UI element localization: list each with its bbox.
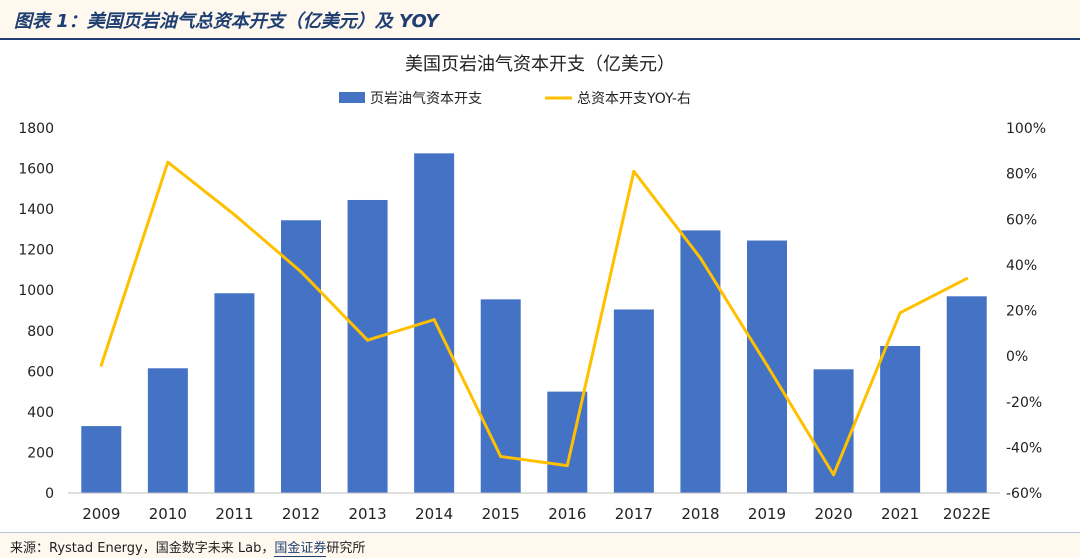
x-tick-label: 2015 [482, 505, 520, 523]
figure-header: 图表 1：美国页岩油气总资本开支（亿美元）及 YOY [0, 0, 1080, 40]
legend-bar-label: 页岩油气资本开支 [370, 91, 482, 107]
x-axis: 2009 2010 2011 2012 2013 2014 2015 2016 2017 2018… [68, 492, 1000, 523]
chart-legend: 页岩油气资本开支 总资本开支YOY-右 [339, 91, 691, 107]
legend-bar-swatch [339, 92, 365, 103]
y-right-tick-label: -60% [1006, 486, 1042, 502]
x-tick-label: 2016 [548, 505, 586, 523]
y-axis-right: -60% -40% -20% 0% 20% 40% 60% 80% 100% [1006, 121, 1046, 502]
y-left-tick-label: 1800 [18, 121, 54, 137]
y-left-tick-label: 400 [27, 405, 54, 421]
source-note: 来源：Rystad Energy，国金数字未来 Lab，国金证券研究所 [10, 537, 366, 557]
x-tick-label: 2018 [681, 505, 719, 523]
y-left-tick-label: 1200 [18, 243, 54, 259]
x-tick-label: 2017 [615, 505, 653, 523]
y-right-tick-label: 60% [1006, 212, 1037, 228]
x-tick-label: 2010 [149, 505, 187, 523]
line-point [99, 363, 103, 367]
source-prefix: 来源：Rystad Energy，国金数字未来 Lab， [10, 541, 275, 556]
line-point [898, 311, 902, 315]
y-left-tick-label: 200 [27, 445, 54, 461]
x-tick-label: 2021 [881, 505, 919, 523]
bar-series [81, 153, 987, 493]
bar [480, 299, 521, 493]
y-right-tick-label: -20% [1006, 395, 1042, 411]
y-left-tick-label: 1000 [18, 283, 54, 299]
line-point [166, 160, 170, 164]
x-tick-label: 2011 [215, 505, 253, 523]
y-right-tick-label: 20% [1006, 304, 1037, 320]
line-point [232, 213, 236, 217]
line-point [565, 464, 569, 468]
chart-area: 美国页岩油气资本开支（亿美元） 页岩油气资本开支 总资本开支YOY-右 0 200 4… [0, 40, 1080, 532]
source-suffix: 研究所 [326, 541, 366, 556]
y-left-tick-label: 1400 [18, 202, 54, 218]
line-series [99, 160, 969, 477]
line-point [432, 318, 436, 322]
y-axis-left: 0 200 400 600 800 1000 1200 1400 1600 1800 [18, 121, 54, 502]
y-right-tick-label: 40% [1006, 258, 1037, 274]
chart-svg: 美国页岩油气资本开支（亿美元） 页岩油气资本开支 总资本开支YOY-右 0 200 4… [18, 54, 1046, 523]
y-right-tick-label: 80% [1006, 167, 1037, 183]
bar [880, 345, 921, 493]
bar [214, 293, 255, 493]
x-tick-label: 2013 [348, 505, 386, 523]
chart-title: 美国页岩油气资本开支（亿美元） [405, 54, 675, 75]
line-point [965, 277, 969, 281]
y-right-tick-label: 100% [1006, 121, 1046, 137]
x-tick-label: 2009 [82, 505, 120, 523]
line-point [765, 363, 769, 367]
x-tick-label: 2019 [748, 505, 786, 523]
y-right-tick-label: -40% [1006, 440, 1042, 456]
y-left-tick-label: 1600 [18, 162, 54, 178]
x-tick-label: 2020 [814, 505, 852, 523]
bar [347, 199, 388, 493]
x-tick-label: 2014 [415, 505, 453, 523]
figure-title: 图表 1：美国页岩油气总资本开支（亿美元）及 YOY [14, 11, 439, 32]
x-tick-label: 2022E [943, 505, 991, 523]
line-point [832, 473, 836, 477]
line-point [366, 338, 370, 342]
yoy-line [99, 160, 968, 477]
source-bar: 来源：Rystad Energy，国金数字未来 Lab，国金证券研究所 [0, 532, 1080, 558]
bar [81, 426, 122, 493]
bar [680, 230, 721, 493]
line-point [299, 270, 303, 274]
bar [281, 220, 321, 493]
y-left-tick-label: 0 [45, 486, 54, 502]
x-tick-label: 2012 [282, 505, 320, 523]
y-left-tick-label: 800 [27, 324, 54, 340]
line-point [632, 169, 636, 173]
y-right-tick-label: 0% [1006, 349, 1028, 365]
bar [946, 296, 987, 493]
source-emph: 国金证券 [274, 541, 327, 557]
bar [147, 368, 188, 493]
line-point [499, 455, 503, 458]
bar [613, 309, 654, 493]
line-point [698, 256, 702, 260]
legend-line-label: 总资本开支YOY-右 [577, 91, 691, 107]
y-left-tick-label: 600 [27, 364, 54, 380]
